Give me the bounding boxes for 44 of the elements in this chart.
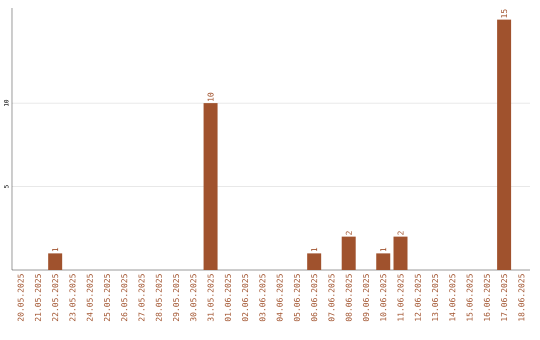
x-tick-label: 07.06.2025 — [328, 274, 334, 322]
x-tick-label: 13.06.2025 — [432, 274, 438, 321]
x-tick-label: 04.06.2025 — [276, 274, 283, 322]
x-tick-label: 26.05.2025 — [121, 274, 128, 322]
x-tick-label: 08.06.2025 — [346, 274, 352, 322]
x-tick-label: 27.05.2025 — [138, 274, 145, 322]
x-tick-label: 09.06.2025 — [362, 274, 369, 322]
x-tick-label: 12.06.2025 — [414, 274, 421, 321]
x-tick-label: 05.06.2025 — [294, 274, 300, 322]
bar — [48, 253, 62, 270]
x-tick-label: 16.06.2025 — [484, 274, 490, 321]
data-label: 2 — [398, 231, 404, 235]
x-tick-label: 18.06.2025 — [518, 274, 524, 321]
data-label: 1 — [380, 248, 386, 252]
bar — [307, 253, 322, 270]
x-tick-label: 01.06.2025 — [224, 274, 231, 322]
x-tick-label: 24.05.2025 — [86, 274, 93, 322]
data-label: 10 — [208, 92, 214, 101]
x-tick-label: 28.05.2025 — [156, 274, 162, 322]
x-tick-label: 02.06.2025 — [242, 274, 248, 322]
x-tick-label: 11.06.2025 — [397, 274, 404, 321]
x-tick-label: 22.05.2025 — [52, 274, 58, 322]
x-tick-label: 21.05.2025 — [34, 274, 41, 322]
data-label: 1 — [52, 248, 58, 252]
data-label: 15 — [501, 9, 508, 18]
x-tick-label: 30.05.2025 — [190, 274, 196, 322]
x-tick-label: 25.05.2025 — [104, 274, 110, 322]
bar — [342, 236, 356, 270]
x-tick-label: 06.06.2025 — [311, 274, 318, 322]
x-tick-label: 20.05.2025 — [18, 274, 24, 322]
x-tick-label: 03.06.2025 — [259, 274, 266, 322]
x-tick-label: 17.06.2025 — [501, 274, 508, 321]
x-tick-label: 29.05.2025 — [173, 274, 180, 322]
bar — [394, 236, 408, 270]
data-label: 1 — [311, 248, 318, 252]
bar — [497, 20, 512, 270]
bar — [376, 253, 390, 270]
bar — [204, 103, 218, 270]
data-label: 2 — [346, 231, 352, 235]
x-tick-label: 15.06.2025 — [466, 274, 473, 321]
x-tick-label: 31.05.2025 — [208, 274, 214, 322]
x-tick-label: 10.06.2025 — [380, 274, 386, 321]
x-tick-label: 14.06.2025 — [449, 274, 456, 321]
x-tick-label: 23.05.2025 — [69, 274, 76, 322]
